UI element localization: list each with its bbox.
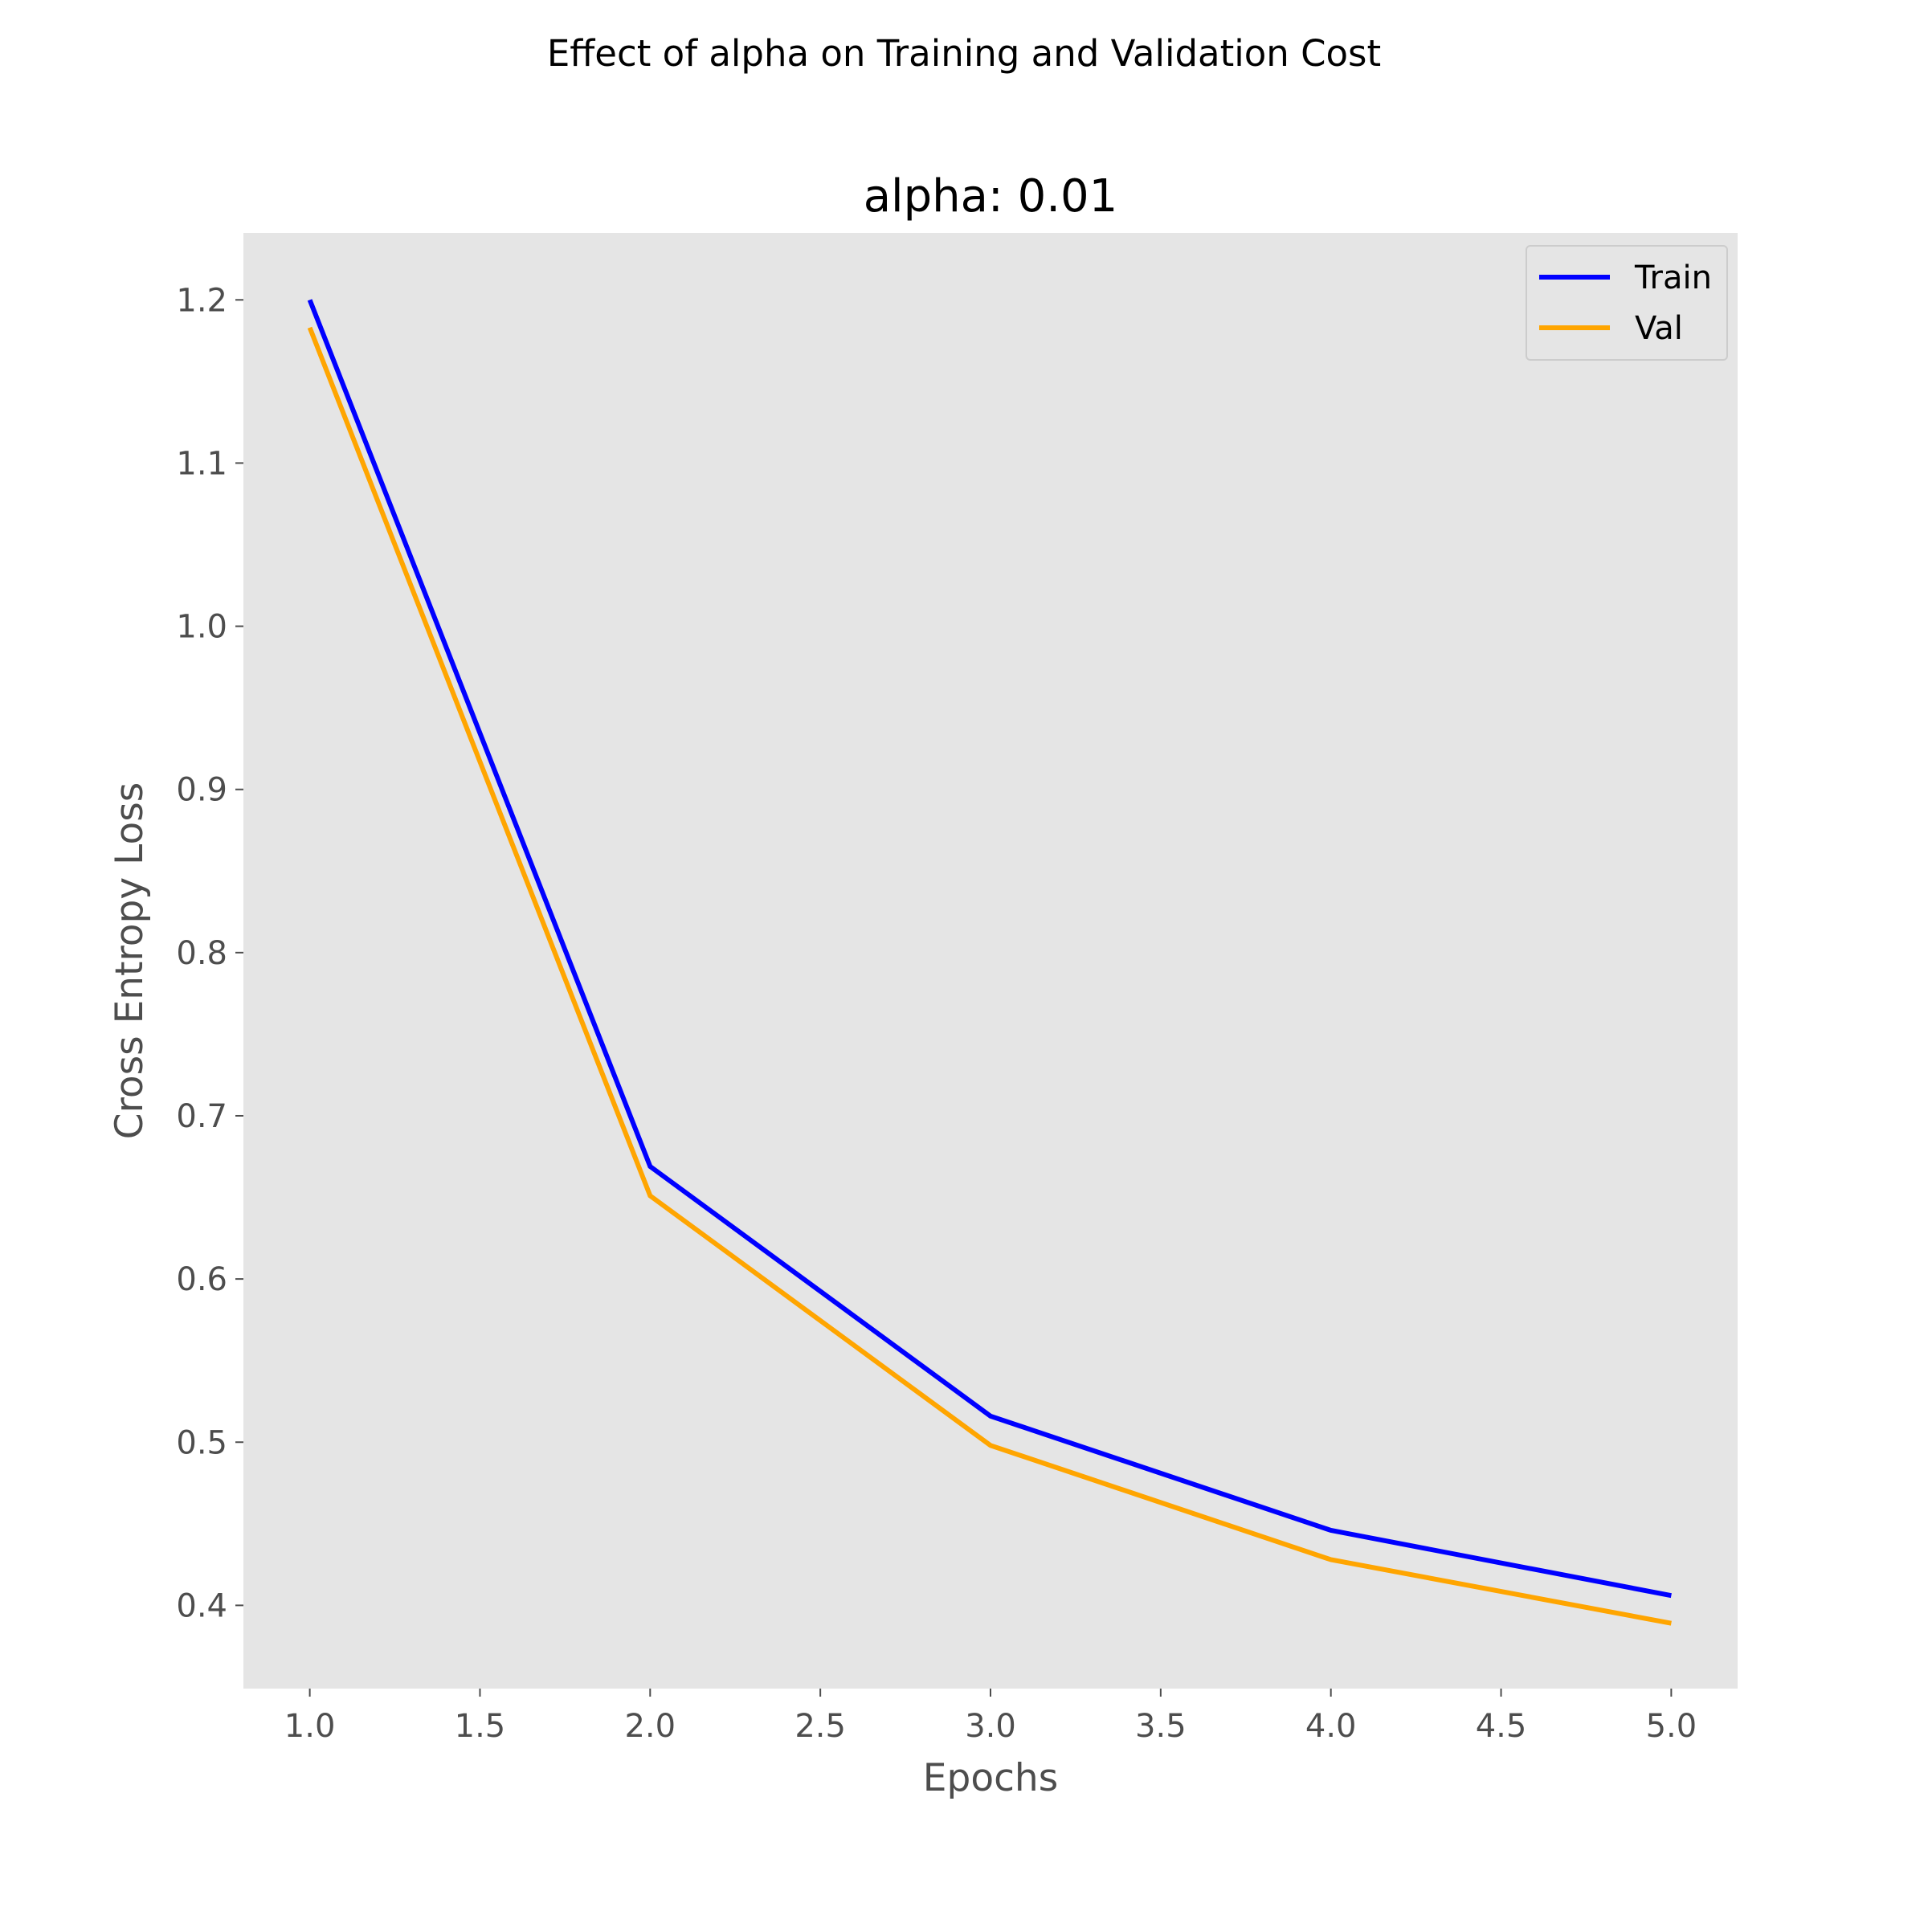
y-tick-label: 0.6: [176, 1261, 227, 1298]
legend-label: Train: [1634, 259, 1712, 296]
y-tick-label: 0.4: [176, 1587, 227, 1624]
x-tick-label: 5.0: [1646, 1708, 1697, 1745]
series-lines: [307, 299, 1672, 1626]
x-tick-label: 3.0: [965, 1708, 1016, 1745]
y-tick-label: 0.9: [176, 772, 227, 809]
legend: Train Val: [1526, 245, 1728, 361]
x-tick-label: 1.5: [455, 1708, 506, 1745]
series-line-train: [307, 299, 1672, 1599]
chart-title: alpha: 0.01: [864, 170, 1118, 223]
x-tick-label: 2.5: [794, 1708, 846, 1745]
figure-suptitle: Effect of alpha on Training and Validati…: [547, 32, 1381, 75]
y-axis: 0.4 0.5 0.6 0.7 0.8 0.9 1.0 1.1 1.2: [176, 282, 243, 1624]
plot-area: [243, 233, 1738, 1689]
y-tick-label: 0.8: [176, 935, 227, 972]
x-tick-label: 2.0: [624, 1708, 676, 1745]
y-axis-label: Cross Entropy Loss: [108, 782, 152, 1139]
x-tick-label: 4.0: [1305, 1708, 1357, 1745]
y-tick-label: 1.2: [176, 282, 227, 319]
y-tick-label: 1.1: [176, 445, 227, 482]
x-tick-label: 4.5: [1476, 1708, 1527, 1745]
x-tick-label: 3.5: [1135, 1708, 1187, 1745]
series-line-val: [307, 326, 1672, 1626]
y-tick-label: 0.5: [176, 1424, 227, 1461]
legend-box: [1526, 245, 1728, 361]
x-axis: 1.0 1.5 2.0 2.5 3.0 3.5 4.0 4.5 5.0: [284, 1689, 1697, 1745]
legend-label: Val: [1635, 310, 1683, 347]
y-tick-label: 1.0: [176, 609, 227, 646]
x-tick-label: 1.0: [284, 1708, 336, 1745]
y-tick-label: 0.7: [176, 1098, 227, 1135]
x-axis-label: Epochs: [923, 1756, 1058, 1800]
